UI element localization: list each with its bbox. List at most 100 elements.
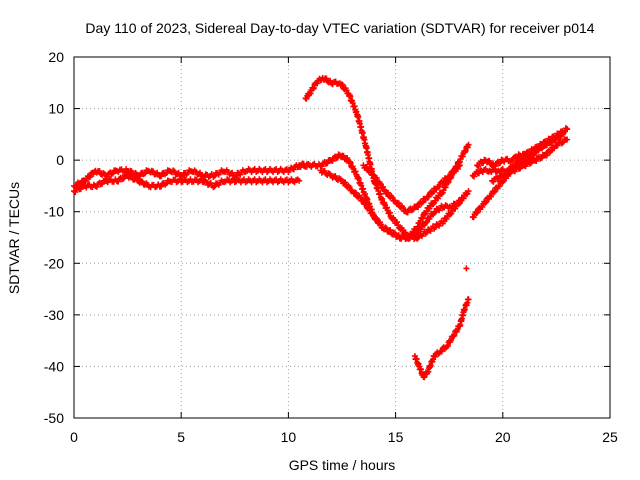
- grid-lines: [74, 57, 610, 418]
- arc-low-point: [456, 198, 463, 205]
- late-rise-c-point: [535, 147, 542, 154]
- arc-low-point: [414, 230, 420, 237]
- series-arc-fourth: [360, 162, 463, 216]
- arc-low-point: [342, 179, 349, 186]
- arc-high-point: [339, 82, 346, 88]
- late-rise-a-point: [490, 189, 497, 196]
- arc-high-point: [426, 205, 433, 212]
- arc-fourth-point: [430, 188, 437, 195]
- arc-low-point: [369, 209, 376, 216]
- late-rise-c-point: [559, 131, 566, 138]
- dip-segment-point: [451, 332, 458, 339]
- x-axis-label: GPS time / hours: [289, 457, 396, 473]
- late-rise-c-point: [552, 137, 559, 143]
- y-tick-label: 10: [48, 101, 64, 117]
- arc-fourth-point: [425, 193, 432, 200]
- arc-low-point: [374, 216, 380, 223]
- arc-high-point: [323, 75, 330, 82]
- arc-low-point: [431, 209, 438, 216]
- late-rise-a-point: [483, 199, 490, 205]
- arc-low-point: [395, 232, 402, 239]
- x-tick-label: 15: [388, 429, 404, 445]
- arc-low-point: [383, 225, 390, 232]
- arc-low-point: [363, 201, 370, 207]
- arc-low-point: [357, 194, 364, 201]
- arc-fourth-point: [447, 172, 454, 179]
- series-late-rise-d: [489, 136, 571, 185]
- y-tick-label: 20: [48, 49, 64, 65]
- arc-high-point: [394, 219, 400, 226]
- arc-fourth-point: [454, 166, 461, 172]
- arc-low-point: [377, 221, 384, 228]
- baseline-upper-point: [82, 178, 89, 185]
- series-baseline-lower: [71, 172, 303, 195]
- late-rise-c-point: [486, 157, 493, 164]
- arc-fourth-point: [415, 204, 422, 210]
- late-rise-a-point: [479, 204, 486, 210]
- late-rise-c-point: [543, 142, 550, 149]
- arc-fourth-point: [440, 178, 447, 185]
- arc-mid-point: [460, 195, 467, 202]
- baseline-lower-point: [296, 177, 303, 184]
- arc-high-point: [402, 229, 409, 236]
- arc-fourth-point: [366, 167, 373, 174]
- arc-fourth-point: [419, 199, 426, 206]
- arc-mid-point: [465, 188, 472, 195]
- dip-segment-point: [438, 348, 445, 355]
- series-dip-segment: [411, 296, 472, 381]
- arc-fourth-point: [363, 163, 370, 170]
- arc-high-point: [310, 84, 317, 91]
- arc-low-point: [352, 189, 359, 196]
- late-rise-a-point: [491, 188, 498, 195]
- y-tick-label: -20: [44, 255, 64, 271]
- series-arc-low: [317, 167, 463, 242]
- arc-fourth-point: [385, 189, 392, 196]
- x-tick-label: 5: [177, 429, 185, 445]
- late-rise-a-point: [482, 199, 489, 206]
- arc-high-point: [465, 141, 472, 148]
- x-tick-label: 10: [281, 429, 297, 445]
- late-rise-a-point: [500, 178, 507, 185]
- late-rise-a-point: [474, 209, 481, 216]
- arc-fourth-point: [391, 197, 398, 204]
- late-rise-a-point: [496, 183, 503, 190]
- x-tick-label: 25: [602, 429, 618, 445]
- axis-ticks: 0 5 10 15 20 25 -50 -40 -30 -20 -10 0 10 20: [44, 49, 618, 445]
- arc-fourth-point: [395, 200, 402, 207]
- late-rise-d-point: [564, 136, 571, 143]
- series-late-rise-c: [474, 130, 566, 170]
- late-rise-d-point: [543, 152, 550, 159]
- arc-fourth-point: [436, 183, 443, 190]
- late-rise-d-point: [517, 165, 524, 172]
- x-tick-label: 20: [495, 429, 511, 445]
- dip-segment-point: [432, 353, 439, 360]
- arc-low-point: [346, 184, 353, 191]
- late-rise-a-point: [470, 214, 477, 221]
- arc-mid-point: [340, 152, 347, 159]
- late-rise-c-point: [526, 152, 533, 159]
- late-rise-b-point: [562, 125, 569, 132]
- dip-segment-point: [421, 374, 428, 381]
- arc-high-point: [343, 87, 350, 94]
- baseline-upper-point: [87, 173, 94, 180]
- y-tick-label: -10: [44, 204, 64, 220]
- late-rise-b-point: [564, 126, 571, 133]
- series-isolated-point: [463, 265, 470, 272]
- y-tick-label: -50: [44, 410, 64, 426]
- isolated-point-point: [463, 265, 470, 272]
- arc-high-point: [314, 80, 321, 87]
- arc-low-point: [392, 230, 398, 237]
- y-tick-label: -40: [44, 358, 64, 374]
- dip-segment-point: [444, 342, 451, 349]
- arc-low-point: [406, 234, 413, 241]
- y-axis-label: SDTVAR / TECUs: [6, 182, 22, 294]
- x-tick-label: 0: [70, 429, 78, 445]
- arc-fourth-point: [377, 180, 384, 187]
- dip-segment-point: [465, 296, 472, 303]
- data-marks: [71, 75, 571, 381]
- arc-fourth-point: [373, 175, 380, 181]
- late-rise-a-point: [499, 179, 506, 186]
- arc-low-point: [348, 187, 355, 194]
- arc-low-point: [387, 227, 394, 234]
